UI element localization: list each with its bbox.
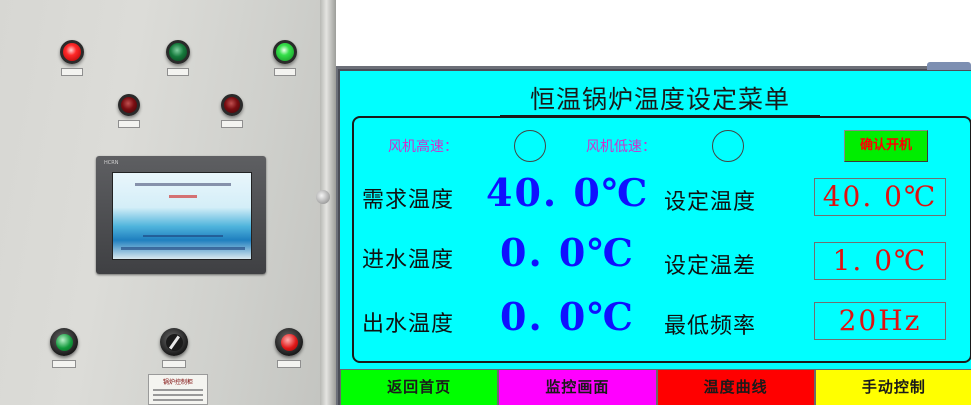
cabinet-lock-icon: [316, 190, 330, 204]
nameplate-title: 锅炉控制柜: [162, 379, 193, 386]
cabinet-door-seam: [320, 0, 336, 405]
hmi-screen: 恒温锅炉温度设定菜单 风机高速： 风机低速： 确认开机 需求温度 40. 0℃ …: [340, 71, 971, 405]
selector-switch-icon: [160, 328, 188, 368]
demand-temp-label: 需求温度: [362, 188, 455, 213]
hmi-screen-frame: 恒温锅炉温度设定菜单 风机高速： 风机低速： 确认开机 需求温度 40. 0℃ …: [336, 62, 971, 405]
main-panel: 风机高速： 风机低速： 确认开机 需求温度 40. 0℃ 进水温度 0. 0℃ …: [352, 116, 971, 363]
bottom-nav-bar: 返回首页 监控画面 温度曲线 手动控制: [340, 369, 971, 405]
nav-temp-curve-button[interactable]: 温度曲线: [656, 369, 815, 405]
green-indicator-lamp-icon: [166, 40, 190, 76]
hmi-touch-panel: HCRN: [96, 156, 266, 274]
page-title: 恒温锅炉温度设定菜单: [500, 85, 820, 117]
inlet-temp-value: 0. 0℃: [500, 230, 635, 275]
outlet-temp-label: 出水温度: [362, 312, 455, 337]
nav-home-button[interactable]: 返回首页: [340, 369, 499, 405]
red-indicator-lamp-icon: [60, 40, 84, 76]
demand-temp-value: 40. 0℃: [486, 170, 650, 215]
nav-manual-control-button[interactable]: 手动控制: [814, 369, 971, 405]
set-temp-diff-input[interactable]: 1. 0℃: [814, 242, 946, 280]
hmi-screen-thumbnail: [112, 172, 252, 260]
min-frequency-label: 最低频率: [664, 314, 757, 339]
control-cabinet-photo: HCRN 锅炉控制柜: [0, 0, 336, 405]
min-frequency-input[interactable]: 20Hz: [814, 302, 946, 340]
outlet-temp-value: 0. 0℃: [500, 294, 635, 339]
nav-monitor-button[interactable]: 监控画面: [498, 369, 657, 405]
red-indicator-lamp-off-icon: [118, 94, 140, 128]
set-temp-label: 设定温度: [664, 190, 757, 215]
fan-low-speed-label: 风机低速：: [586, 139, 656, 155]
green-push-button-icon: [50, 328, 78, 368]
hmi-brand-label: HCRN: [104, 160, 119, 166]
fan-high-speed-indicator-icon: [514, 130, 546, 162]
set-temp-diff-label: 设定温差: [664, 254, 757, 279]
confirm-start-button[interactable]: 确认开机: [844, 130, 928, 162]
window-corner-tab: [927, 62, 971, 70]
inlet-temp-label: 进水温度: [362, 248, 455, 273]
red-push-button-icon: [275, 328, 303, 368]
fan-high-speed-label: 风机高速：: [388, 139, 458, 155]
set-temp-input[interactable]: 40. 0℃: [814, 178, 946, 216]
green-indicator-lamp-lit-icon: [273, 40, 297, 76]
cabinet-nameplate: 锅炉控制柜: [148, 374, 208, 405]
fan-low-speed-indicator-icon: [712, 130, 744, 162]
red-indicator-lamp-off-icon: [221, 94, 243, 128]
